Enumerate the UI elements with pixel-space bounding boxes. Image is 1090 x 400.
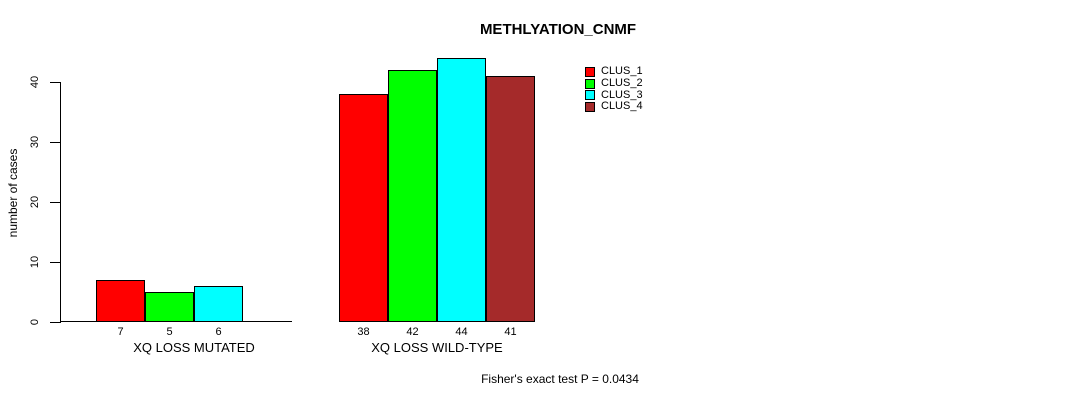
bar-clus_2-group1 <box>145 292 194 322</box>
y-axis-line <box>60 82 61 323</box>
y-tick <box>50 262 60 263</box>
legend-label: CLUS_4 <box>601 100 643 113</box>
bar-clus_1-group1 <box>96 280 145 322</box>
group-label: XQ LOSS MUTATED <box>133 340 255 355</box>
bar-value-label: 38 <box>357 326 370 338</box>
bar-value-label: 44 <box>455 326 468 338</box>
legend: CLUS_1 CLUS_2 CLUS_3 CLUS_4 <box>585 66 643 113</box>
bar-clus_3-group1 <box>194 286 243 322</box>
bar-value-label: 42 <box>406 326 419 338</box>
y-tick <box>50 202 60 203</box>
legend-label: CLUS_2 <box>601 77 643 90</box>
legend-swatch-icon <box>585 66 595 77</box>
legend-swatch-icon <box>585 101 595 112</box>
y-tick <box>50 82 60 83</box>
bar-value-label: 6 <box>215 326 222 338</box>
y-tick-label: 10 <box>29 255 41 269</box>
legend-item: CLUS_4 <box>585 101 643 113</box>
y-tick-label: 40 <box>29 75 41 89</box>
legend-item: CLUS_3 <box>585 89 643 101</box>
footnote-text: Fisher's exact test P = 0.0434 <box>481 372 639 386</box>
bar-clus_4-group2 <box>486 76 535 322</box>
group-label: XQ LOSS WILD-TYPE <box>371 340 503 355</box>
chart-title: METHLYATION_CNMF <box>479 21 637 38</box>
bar-clus_3-group2 <box>437 58 486 322</box>
y-tick <box>50 142 60 143</box>
y-tick <box>50 322 60 323</box>
legend-swatch-icon <box>585 90 595 101</box>
bar-clus_2-group2 <box>388 70 437 322</box>
bar-clus_1-group2 <box>339 94 388 322</box>
legend-label: CLUS_1 <box>601 65 643 78</box>
legend-item: CLUS_1 <box>585 66 643 78</box>
legend-swatch-icon <box>585 78 595 89</box>
y-axis-label: number of cases <box>6 148 20 238</box>
bar-value-label: 41 <box>504 326 517 338</box>
y-tick-label: 30 <box>29 135 41 149</box>
legend-label: CLUS_3 <box>601 88 643 101</box>
y-tick-label: 0 <box>29 318 41 326</box>
bar-value-label: 5 <box>166 326 173 338</box>
y-tick-label: 20 <box>29 195 41 209</box>
bar-value-label: 7 <box>117 326 124 338</box>
legend-item: CLUS_2 <box>585 78 643 90</box>
